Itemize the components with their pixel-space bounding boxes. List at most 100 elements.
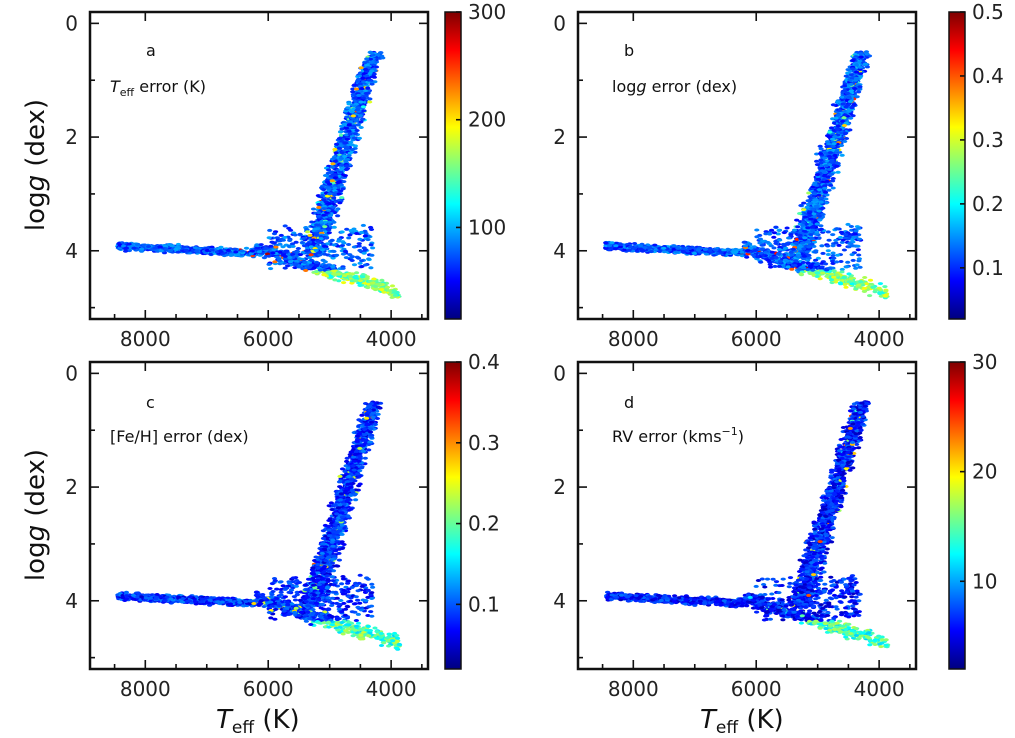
scatter-point	[807, 214, 813, 217]
scatter-point	[784, 226, 790, 230]
scatter-point	[843, 137, 850, 140]
scatter-point	[360, 273, 366, 276]
scatter-point	[805, 199, 811, 203]
scatter-point	[342, 174, 348, 178]
scatter-point	[324, 194, 331, 198]
scatter-point	[324, 236, 330, 240]
scatter-point	[806, 191, 812, 195]
scatter-point	[367, 97, 373, 101]
scatter-point	[369, 60, 375, 64]
scatter-point	[332, 147, 338, 151]
scatter-point	[330, 265, 336, 269]
scatter-point	[801, 257, 807, 261]
scatter-point	[280, 238, 286, 242]
scatter-point	[330, 162, 336, 166]
scatter-point	[358, 120, 364, 124]
scatter-point	[293, 263, 299, 267]
scatter-point	[162, 244, 168, 248]
scatter-point	[849, 253, 855, 257]
scatter-point	[365, 282, 371, 286]
scatter-point	[333, 151, 339, 155]
scatter-point	[361, 246, 367, 250]
scatter-point	[305, 230, 311, 234]
scatter-point	[304, 249, 310, 253]
scatter-point	[288, 228, 294, 232]
scatter-point	[318, 237, 324, 241]
scatter-point	[276, 257, 282, 261]
scatter-point	[243, 246, 250, 250]
scatter-point	[815, 177, 822, 181]
scatter-point	[347, 233, 353, 237]
scatter-point	[158, 249, 164, 253]
scatter-point	[840, 119, 846, 123]
scatter-point	[646, 246, 652, 250]
scatter-point	[302, 261, 308, 264]
scatter-point	[851, 235, 857, 239]
scatter-point	[854, 263, 860, 267]
scatter-point	[313, 264, 319, 268]
scatter-point	[866, 285, 872, 289]
scatter-point	[364, 57, 370, 61]
scatter-point	[349, 259, 355, 262]
scatter-point	[290, 252, 296, 256]
scatter-point	[376, 282, 382, 286]
scatter-point	[830, 254, 836, 257]
scatter-point	[863, 50, 870, 54]
scatter-point	[852, 53, 858, 56]
scatter-point	[805, 240, 811, 244]
scatter-point	[806, 256, 812, 260]
scatter-point	[266, 236, 272, 240]
scatter-point	[249, 249, 255, 253]
scatter-point	[707, 248, 713, 252]
scatter-point	[857, 265, 863, 269]
scatter-point	[838, 260, 844, 263]
scatter-point	[313, 248, 319, 252]
scatter-point	[811, 212, 817, 216]
scatter-point	[823, 197, 829, 201]
scatter-point	[287, 239, 293, 242]
scatter-point	[154, 248, 160, 252]
scatter-point	[848, 116, 854, 120]
scatter-point	[835, 100, 841, 104]
scatter-point	[348, 229, 354, 232]
scatter-point	[352, 96, 358, 100]
scatter-point	[307, 233, 313, 237]
scatter-point	[367, 100, 373, 104]
scatter-point	[772, 264, 778, 268]
scatter-point	[626, 248, 632, 252]
scatter-point	[271, 232, 278, 236]
y-tick-label: 4	[65, 239, 78, 263]
scatter-point	[146, 245, 152, 248]
scatter-point	[366, 78, 372, 82]
scatter-point	[820, 251, 826, 255]
scatter-point	[603, 246, 609, 250]
scatter-point	[316, 205, 322, 209]
scatter-point	[354, 108, 361, 112]
scatter-point	[280, 245, 286, 249]
scatter-point	[830, 144, 836, 148]
scatter-point	[351, 245, 357, 249]
scatter-point	[327, 214, 333, 218]
scatter-point	[359, 87, 365, 90]
scatter-point	[372, 285, 379, 288]
scatter-point	[808, 222, 814, 226]
scatter-point	[833, 238, 839, 242]
scatter-point	[361, 80, 367, 84]
scatter-point	[789, 253, 795, 257]
scatter-point	[356, 93, 362, 97]
scatter-point	[814, 222, 820, 226]
scatter-point	[329, 238, 335, 242]
scatter-point	[363, 67, 369, 71]
scatter-point	[819, 244, 825, 248]
scatter-point	[830, 179, 836, 183]
scatter-point	[831, 269, 837, 273]
scatter-point	[331, 220, 337, 224]
scatter-point	[121, 244, 127, 248]
scatter-point	[878, 294, 884, 298]
scatter-point	[174, 245, 181, 249]
scatter-point	[353, 279, 359, 283]
y-tick-label: 2	[65, 125, 78, 149]
scatter-point	[357, 279, 363, 283]
scatter-point	[355, 77, 361, 81]
